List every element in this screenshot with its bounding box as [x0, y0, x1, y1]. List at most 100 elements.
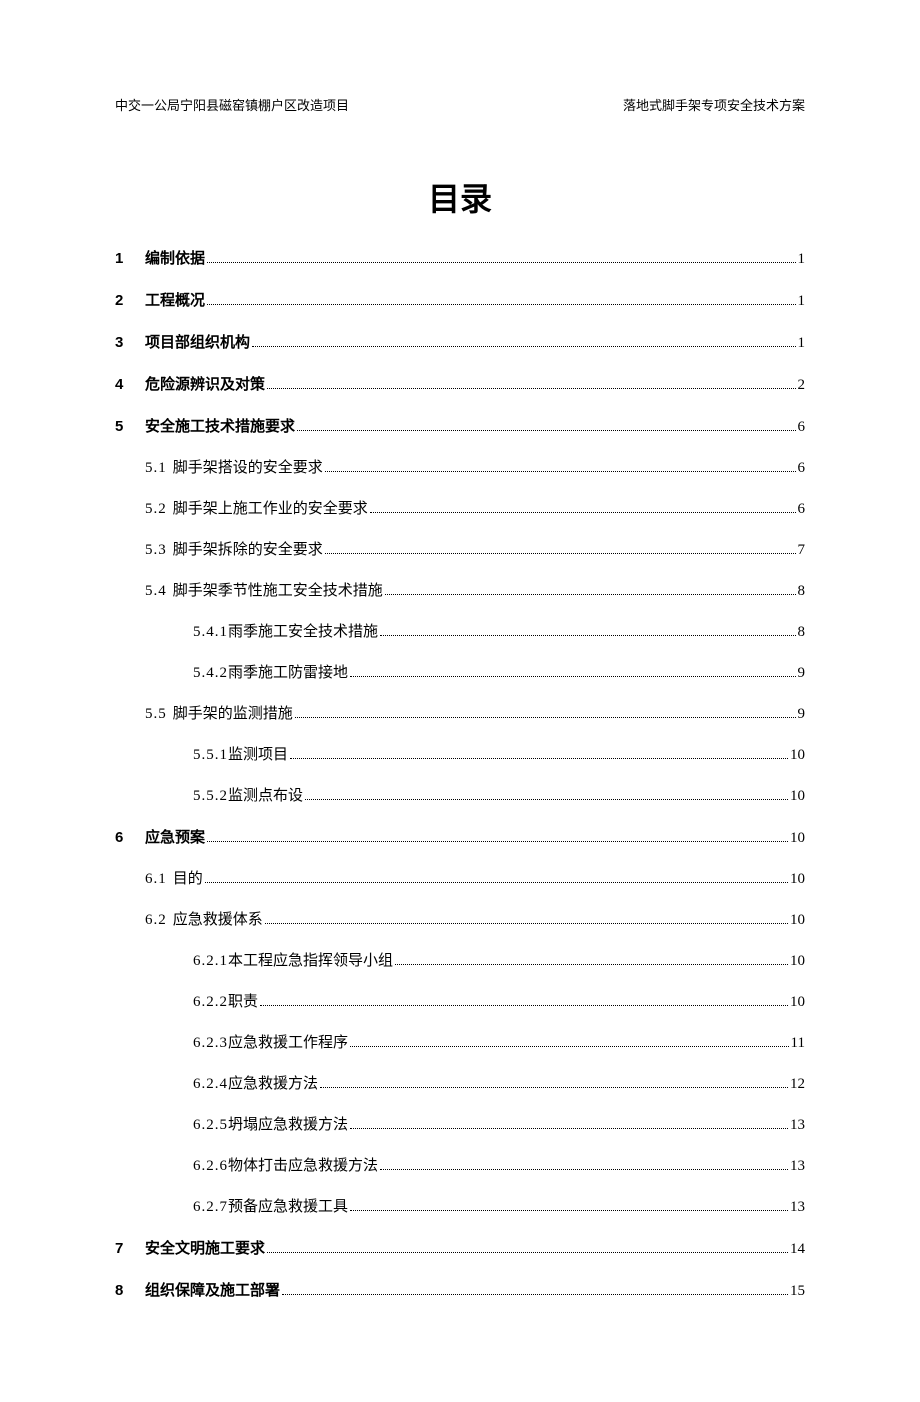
toc-entry-number: 6.2.6 — [193, 1156, 228, 1177]
toc-entry-page: 10 — [790, 992, 805, 1013]
toc-entry-page: 14 — [790, 1239, 805, 1260]
toc-entry-label: 危险源辨识及对策 — [145, 374, 265, 395]
toc-leader-dots — [305, 799, 788, 800]
toc-leader-dots — [350, 1128, 788, 1129]
toc-entry-page: 1 — [798, 291, 806, 312]
toc-leader-dots — [260, 1005, 788, 1006]
toc-entry: 5.5脚手架的监测措施9 — [115, 704, 805, 725]
toc-entry-number: 5.4.2 — [193, 663, 228, 684]
toc-leader-dots — [325, 471, 796, 472]
toc-entry-page: 6 — [798, 458, 806, 479]
toc-entry: 6.2.1本工程应急指挥领导小组10 — [115, 951, 805, 972]
toc-entry-number: 2 — [115, 290, 145, 311]
toc-entry-page: 13 — [790, 1197, 805, 1218]
toc-entry-number: 6.1 — [145, 869, 167, 890]
toc-entry-number: 6.2.1 — [193, 951, 228, 972]
toc-leader-dots — [282, 1294, 788, 1295]
toc-entry-page: 15 — [790, 1281, 805, 1302]
toc-leader-dots — [252, 346, 795, 347]
toc-leader-dots — [325, 553, 796, 554]
toc-entry-number: 5.4.1 — [193, 622, 228, 643]
toc-leader-dots — [370, 512, 796, 513]
toc-entry-number: 4 — [115, 374, 145, 395]
toc-entry-page: 7 — [798, 540, 806, 561]
toc-entry-label: 应急救援工作程序 — [228, 1033, 348, 1054]
toc-entry-number: 6 — [115, 827, 145, 848]
toc-entry: 6.2.3应急救援工作程序 11 — [115, 1033, 805, 1054]
toc-entry-label: 物体打击应急救援方法 — [228, 1156, 378, 1177]
toc-leader-dots — [290, 758, 788, 759]
toc-entry-label: 安全施工技术措施要求 — [145, 416, 295, 437]
toc-entry-number: 6.2.3 — [193, 1033, 228, 1054]
toc-entry-number: 6.2 — [145, 910, 167, 931]
toc-entry-page: 12 — [790, 1074, 805, 1095]
toc-entry-page: 13 — [790, 1156, 805, 1177]
toc-entry-label: 项目部组织机构 — [145, 332, 250, 353]
toc-entry-number: 5.2 — [145, 499, 167, 520]
toc-entry-number: 3 — [115, 332, 145, 353]
toc-entry: 8组织保障及施工部署15 — [115, 1280, 805, 1302]
toc-entry-label: 坍塌应急救援方法 — [228, 1115, 348, 1136]
toc-entry-page: 10 — [790, 828, 805, 849]
toc-entry-number: 5 — [115, 416, 145, 437]
toc-leader-dots — [385, 594, 796, 595]
toc-entry: 5.5.2监测点布设 10 — [115, 786, 805, 807]
toc-entry-page: 1 — [798, 333, 806, 354]
toc-leader-dots — [207, 262, 795, 263]
toc-leader-dots — [267, 1252, 788, 1253]
document-page: 中交一公局宁阳县磁窑镇棚户区改造项目 落地式脚手架专项安全技术方案 目录 1编制… — [0, 0, 920, 1402]
toc-entry-page: 9 — [798, 663, 806, 684]
toc-leader-dots — [267, 388, 795, 389]
toc-entry-label: 应急救援方法 — [228, 1074, 318, 1095]
toc-leader-dots — [297, 430, 795, 431]
toc-entry-page: 10 — [790, 910, 805, 931]
table-of-contents: 1编制依据12工程概况13项目部组织机构14危险源辨识及对策25安全施工技术措施… — [115, 248, 805, 1302]
toc-leader-dots — [380, 1169, 788, 1170]
toc-entry-page: 9 — [798, 704, 806, 725]
toc-entry-page: 10 — [790, 786, 805, 807]
toc-entry-page: 13 — [790, 1115, 805, 1136]
toc-entry-page: 6 — [798, 417, 806, 438]
toc-entry-page: 2 — [798, 375, 806, 396]
toc-entry: 6.2 应急救援体系 10 — [115, 910, 805, 931]
toc-entry: 5.5.1监测项目10 — [115, 745, 805, 766]
toc-entry-label: 脚手架拆除的安全要求 — [173, 540, 323, 561]
toc-entry-page: 6 — [798, 499, 806, 520]
toc-leader-dots — [350, 676, 795, 677]
toc-entry-label: 目的 — [173, 869, 203, 890]
toc-leader-dots — [350, 1210, 788, 1211]
toc-title: 目录 — [115, 174, 805, 220]
toc-entry: 6应急预案 10 — [115, 827, 805, 849]
toc-entry: 6.2.5坍塌应急救援方法 13 — [115, 1115, 805, 1136]
toc-entry-page: 1 — [798, 249, 806, 270]
toc-entry-number: 5.5.2 — [193, 786, 228, 807]
toc-entry: 2工程概况1 — [115, 290, 805, 312]
toc-entry: 5.2 脚手架上施工作业的安全要求 6 — [115, 499, 805, 520]
toc-entry-label: 预备应急救援工具 — [228, 1197, 348, 1218]
toc-entry-number: 6.2.5 — [193, 1115, 228, 1136]
toc-leader-dots — [205, 882, 788, 883]
toc-entry-page: 10 — [790, 745, 805, 766]
toc-leader-dots — [265, 923, 788, 924]
toc-entry: 7安全文明施工要求14 — [115, 1238, 805, 1260]
toc-entry: 5.1脚手架搭设的安全要求6 — [115, 458, 805, 479]
toc-entry-label: 应急救援体系 — [173, 910, 263, 931]
toc-entry-page: 10 — [790, 951, 805, 972]
toc-leader-dots — [320, 1087, 788, 1088]
toc-entry-number: 5.5 — [145, 704, 167, 725]
toc-entry-label: 职责 — [228, 992, 258, 1013]
header-left: 中交一公局宁阳县磁窑镇棚户区改造项目 — [115, 95, 349, 114]
toc-entry-number: 5.4 — [145, 581, 167, 602]
toc-entry-page: 11 — [791, 1033, 805, 1054]
toc-entry-label: 雨季施工防雷接地 — [228, 663, 348, 684]
toc-leader-dots — [395, 964, 788, 965]
toc-entry: 4危险源辨识及对策 2 — [115, 374, 805, 396]
toc-entry-label: 应急预案 — [145, 827, 205, 848]
toc-entry-number: 5.3 — [145, 540, 167, 561]
toc-entry-number: 6.2.7 — [193, 1197, 228, 1218]
toc-entry-label: 组织保障及施工部署 — [145, 1280, 280, 1301]
toc-entry: 5.4.1雨季施工安全技术措施8 — [115, 622, 805, 643]
toc-entry-label: 监测点布设 — [228, 786, 303, 807]
toc-entry: 6.2.2职责10 — [115, 992, 805, 1013]
toc-entry-label: 脚手架上施工作业的安全要求 — [173, 499, 368, 520]
